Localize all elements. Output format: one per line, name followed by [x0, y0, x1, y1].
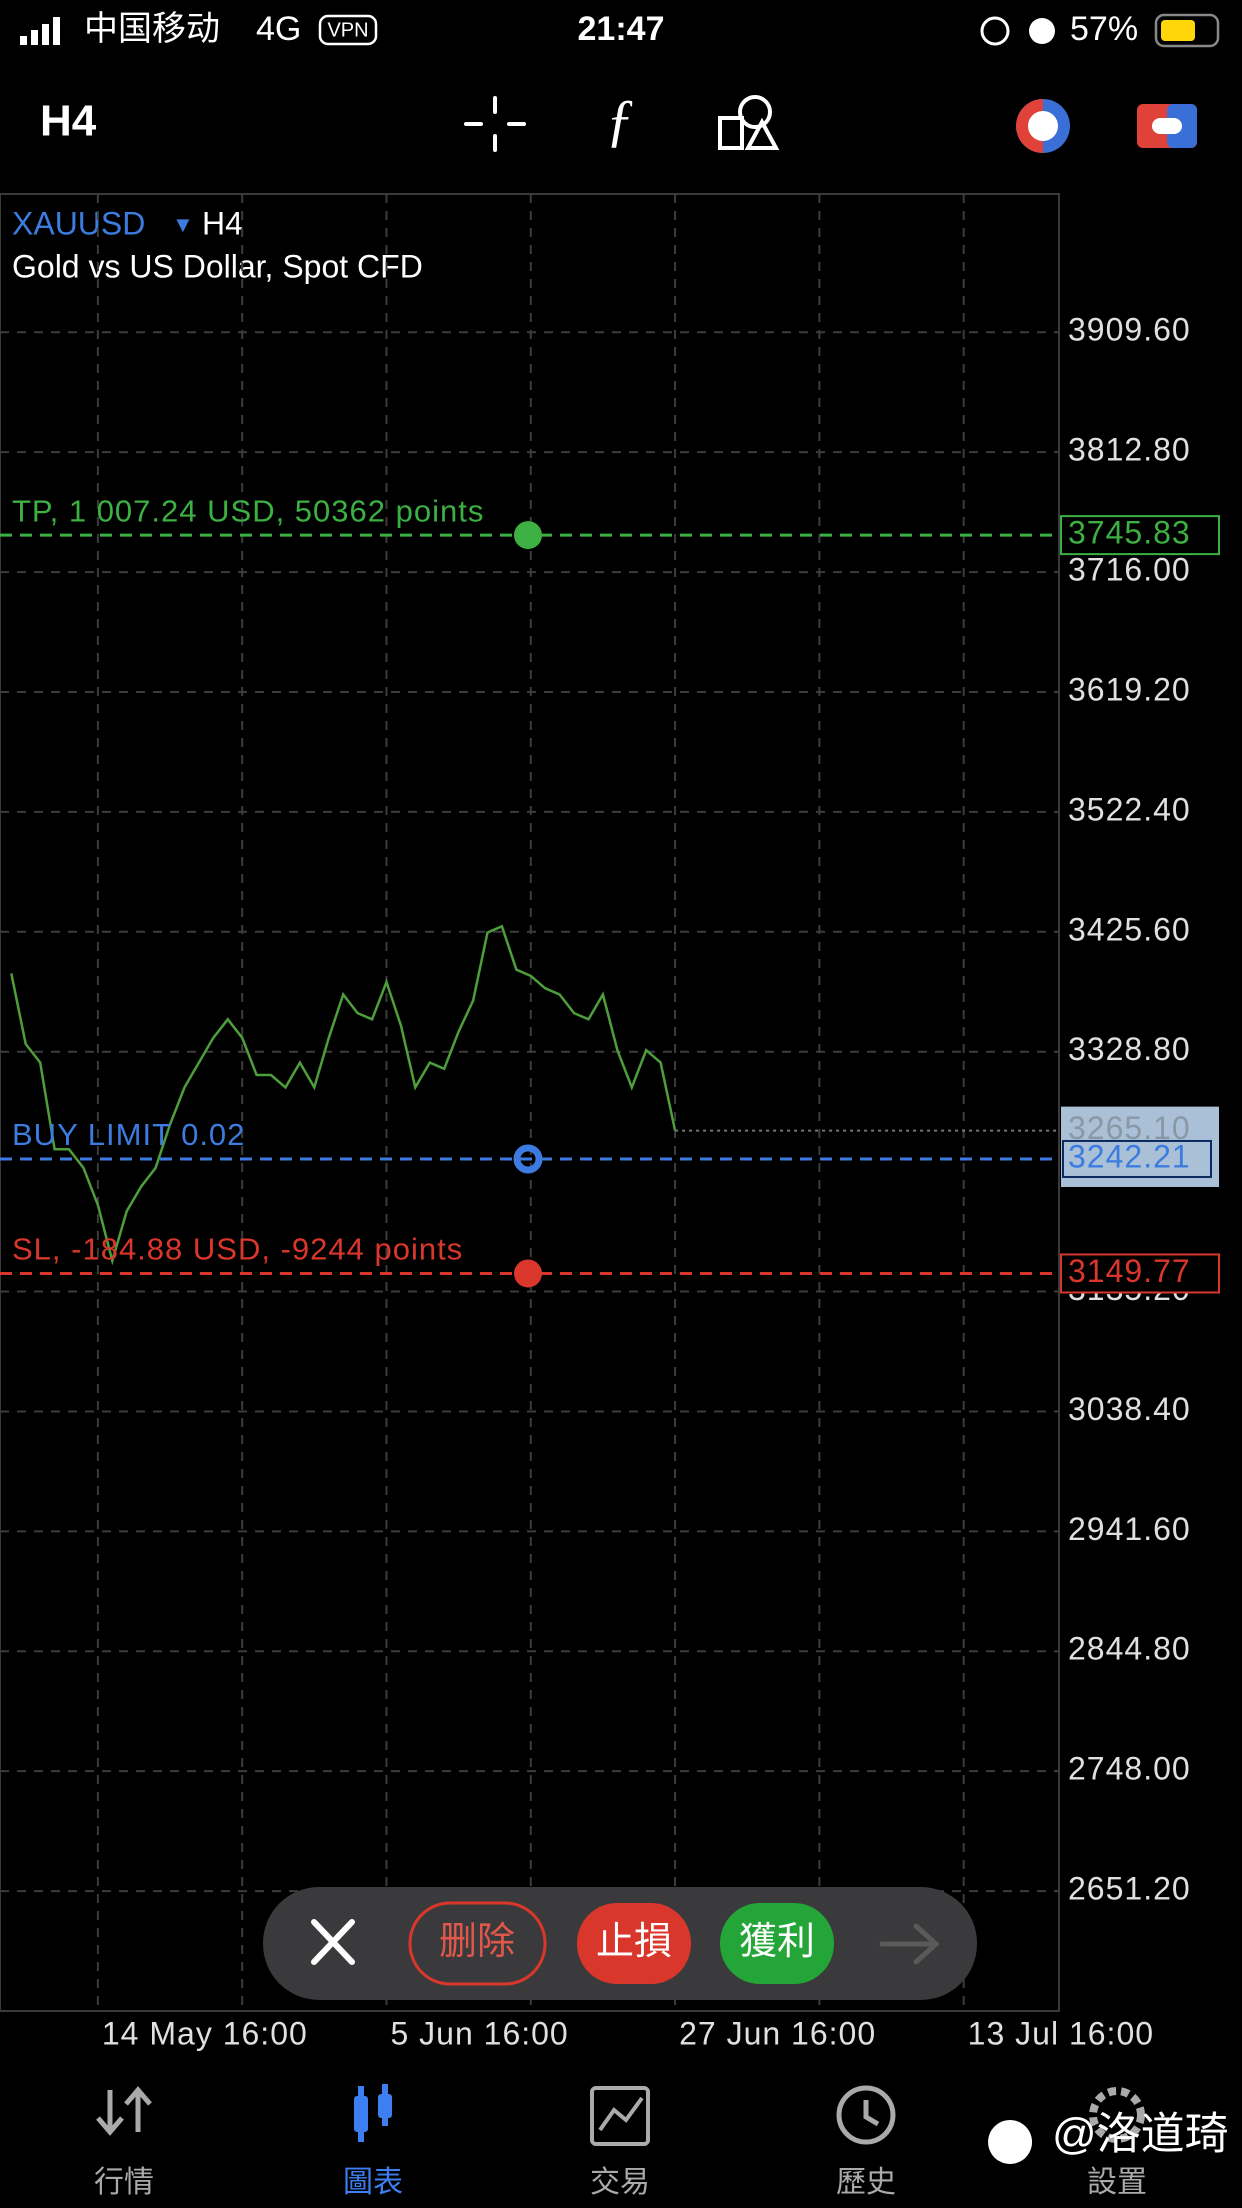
- watermark-logo: [988, 2120, 1033, 2164]
- trade-icon[interactable]: [590, 2086, 650, 2146]
- lock-icon: [980, 16, 1010, 46]
- level-handle: [513, 1144, 543, 1174]
- tab-label[interactable]: 行情: [94, 2166, 154, 2199]
- settings-icon[interactable]: [1089, 2087, 1145, 2143]
- y-tick-label: 3619.20: [1068, 671, 1191, 707]
- symbol-dropdown[interactable]: ▼: [172, 212, 194, 237]
- x-tick-label: 5 Jun 16:00: [390, 2015, 568, 2051]
- stop-loss-button[interactable]: [577, 1903, 691, 1984]
- level-price-box: [1062, 1139, 1212, 1178]
- level-label: BUY LIMIT 0.02: [12, 1117, 245, 1152]
- crosshair-button[interactable]: [464, 96, 526, 152]
- level-price: 3149.77: [1068, 1253, 1191, 1289]
- level-price-box: [1060, 1253, 1220, 1294]
- next-button[interactable]: [879, 1923, 940, 1965]
- objects-button[interactable]: [718, 95, 780, 150]
- timeframe-button[interactable]: H4: [40, 97, 97, 146]
- y-tick-label: 3425.60: [1068, 911, 1191, 947]
- y-tick-label: 2748.00: [1068, 1751, 1191, 1787]
- level-handle: [514, 521, 542, 550]
- chart-icon[interactable]: [354, 2084, 392, 2142]
- stop-loss-label[interactable]: 止損: [596, 1921, 672, 1963]
- y-tick-label: 3038.40: [1068, 1391, 1191, 1427]
- y-tick-label: 2651.20: [1068, 1871, 1191, 1907]
- symbol[interactable]: XAUUSD: [12, 205, 145, 241]
- chart-subtitle: Gold vs US Dollar, Spot CFD: [12, 248, 423, 284]
- watermark: @洛道琦: [1052, 2110, 1229, 2159]
- quotes-icon[interactable]: [96, 2086, 152, 2136]
- battery-text: 57%: [1070, 10, 1138, 48]
- close-button[interactable]: [311, 1919, 355, 1965]
- history-icon[interactable]: [836, 2085, 896, 2145]
- x-tick-label: 27 Jun 16:00: [679, 2015, 876, 2051]
- y-tick-label: 3328.80: [1068, 1031, 1191, 1067]
- take-profit-button[interactable]: [720, 1903, 834, 1984]
- chart-area: [0, 193, 1060, 2012]
- level-price: 3745.83: [1068, 515, 1191, 551]
- price-line: [10, 924, 677, 1266]
- y-tick-label: 3716.00: [1068, 552, 1191, 588]
- tab-label[interactable]: 交易: [590, 2166, 650, 2199]
- battery-icon: [1154, 13, 1220, 48]
- x-tick-label: 13 Jul 16:00: [968, 2015, 1154, 2051]
- level-price-box: [1060, 515, 1220, 556]
- battery-level: [1161, 20, 1195, 41]
- carrier: 中国移动: [84, 10, 220, 48]
- y-tick-label: 3522.40: [1068, 791, 1191, 827]
- vpn-badge: [318, 14, 378, 46]
- one-click-button[interactable]: [1016, 99, 1070, 153]
- vpn-label: VPN: [327, 19, 368, 41]
- chart-timeframe: H4: [202, 205, 243, 241]
- y-tick-label: 2844.80: [1068, 1631, 1191, 1667]
- tab-bar: [96, 2084, 1145, 2146]
- level-handle: [514, 1259, 542, 1288]
- y-tick-label: 3812.80: [1068, 432, 1191, 468]
- x-tick-label: 14 May 16:00: [102, 2015, 308, 2051]
- tab-label[interactable]: 設置: [1087, 2166, 1147, 2199]
- network: 4G: [256, 10, 301, 48]
- delete-label[interactable]: 删除: [439, 1921, 515, 1963]
- tab-label[interactable]: 歷史: [836, 2166, 896, 2199]
- level-price-box-fill: [1061, 1106, 1219, 1187]
- alarm-icon: [1029, 18, 1055, 44]
- trade-button[interactable]: [1137, 104, 1197, 148]
- action-bar: 删除 止損 獲利: [263, 1887, 977, 2000]
- tab-label[interactable]: 圖表: [343, 2166, 403, 2199]
- level-label: SL, -184.88 USD, -9244 points: [12, 1232, 463, 1267]
- level-label: TP, 1 007.24 USD, 50362 points: [12, 493, 484, 528]
- y-tick-label: 2941.60: [1068, 1511, 1191, 1547]
- signal-icon: [20, 17, 60, 45]
- clock: 21:47: [578, 10, 665, 48]
- chart-frame: [0, 193, 1060, 2012]
- level-price: 3242.21: [1068, 1138, 1191, 1174]
- delete-button[interactable]: [408, 1901, 547, 1986]
- take-profit-label[interactable]: 獲利: [739, 1921, 815, 1963]
- indicators-button[interactable]: ƒ: [606, 87, 635, 152]
- y-tick-label: 3909.60: [1068, 312, 1191, 348]
